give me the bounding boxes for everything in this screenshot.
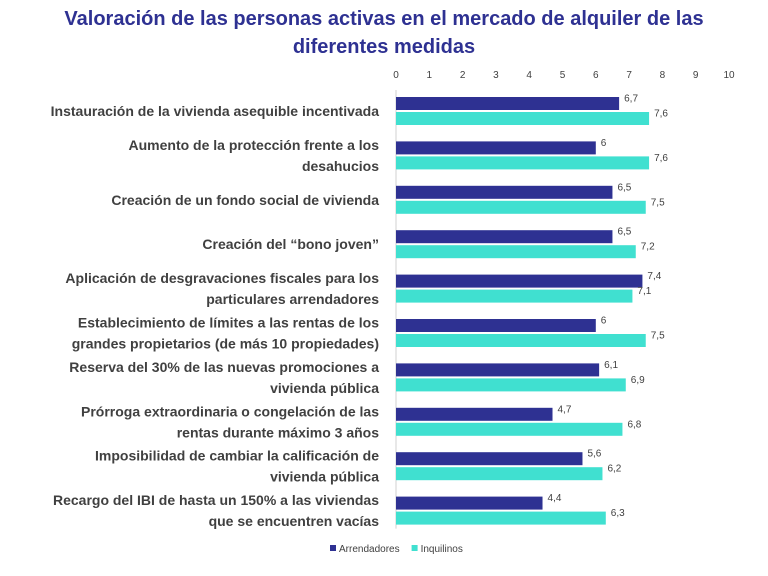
category-label-2-line-2: desahucios: [302, 158, 379, 174]
category-label-6-line-1: Establecimiento de límites a las rentas …: [78, 315, 379, 331]
category-label-5-line-2: particulares arrendadores: [206, 291, 379, 307]
category-labels: Instauración de la vivienda asequible in…: [51, 103, 380, 529]
category-label-2-line-1: Aumento de la protección frente a los: [129, 137, 380, 153]
value-label-arrendadores-2: 6: [601, 138, 607, 149]
category-label-7-line-1: Reserva del 30% de las nuevas promocione…: [69, 359, 379, 375]
bars: [396, 97, 650, 525]
legend-swatch-inquilinos: [411, 545, 418, 551]
x-tick-label-9: 9: [693, 70, 699, 81]
legend: Arrendadores Inquilinos: [330, 544, 463, 555]
category-label-8-line-1: Prórroga extraordinaria o congelación de…: [81, 403, 379, 419]
category-label-3: Creación de un fondo social de vivienda: [111, 192, 379, 208]
bar-inquilinos-10: [396, 511, 606, 525]
value-label-arrendadores-7: 6,1: [604, 360, 618, 371]
bar-inquilinos-8: [396, 422, 623, 436]
category-label-8-line-2: rentas durante máximo 3 años: [177, 424, 380, 440]
x-tick-label-7: 7: [626, 70, 632, 81]
legend-swatch-arrendadores: [330, 545, 336, 551]
bar-inquilinos-4: [396, 245, 636, 259]
value-label-inquilinos-7: 6,9: [631, 375, 645, 386]
category-label-4: Creación del “bono joven”: [202, 236, 379, 252]
category-label-9-line-1: Imposibilidad de cambiar la calificación…: [95, 448, 379, 464]
value-label-arrendadores-9: 5,6: [587, 449, 601, 460]
x-axis-ticks: 0 1 2 3 4 5 6 7 8 9 10: [393, 70, 735, 81]
value-label-arrendadores-10: 4,4: [548, 493, 562, 504]
x-tick-label-4: 4: [526, 70, 532, 81]
chart-title: Valoración de las personas activas en el…: [64, 8, 703, 58]
value-label-arrendadores-3: 6,5: [617, 182, 631, 193]
chart-title-line-2: diferentes medidas: [293, 36, 475, 58]
value-label-arrendadores-8: 4,7: [558, 404, 572, 415]
bar-inquilinos-1: [396, 112, 650, 125]
category-label-10: Recargo del IBI de hasta un 150% a las v…: [53, 492, 379, 529]
value-label-inquilinos-6: 7,5: [651, 331, 665, 342]
bar-arrendadores-6: [396, 319, 596, 332]
category-label-7-line-2: vivienda pública: [270, 380, 379, 396]
bar-arrendadores-2: [396, 141, 596, 155]
value-label-arrendadores-5: 7,4: [647, 271, 661, 282]
category-label-8: Prórroga extraordinaria o congelación de…: [81, 403, 379, 440]
x-tick-label-1: 1: [427, 70, 433, 81]
legend-label-inquilinos: Inquilinos: [421, 544, 463, 555]
bar-arrendadores-5: [396, 274, 643, 288]
category-label-6: Establecimiento de límites a las rentas …: [72, 315, 380, 352]
bar-arrendadores-1: [396, 97, 620, 110]
category-label-9-line-2: vivienda pública: [270, 469, 379, 485]
value-label-inquilinos-5: 7,1: [637, 286, 651, 297]
value-label-inquilinos-10: 6,3: [611, 508, 625, 519]
x-tick-label-8: 8: [660, 70, 666, 81]
category-label-7: Reserva del 30% de las nuevas promocione…: [69, 359, 379, 396]
legend-label-arrendadores: Arrendadores: [339, 544, 400, 555]
category-label-5-line-1: Aplicación de desgravaciones fiscales pa…: [65, 270, 379, 286]
x-tick-label-3: 3: [493, 70, 499, 81]
bar-inquilinos-7: [396, 378, 626, 392]
bar-inquilinos-3: [396, 200, 646, 214]
category-label-10-line-1: Recargo del IBI de hasta un 150% a las v…: [53, 492, 379, 508]
value-label-inquilinos-3: 7,5: [651, 197, 665, 208]
bar-arrendadores-9: [396, 452, 583, 466]
bar-inquilinos-5: [396, 289, 633, 303]
value-label-arrendadores-1: 6,7: [624, 94, 638, 105]
value-label-arrendadores-4: 6,5: [617, 227, 631, 238]
bar-arrendadores-7: [396, 363, 600, 377]
bar-arrendadores-4: [396, 230, 613, 244]
bar-inquilinos-2: [396, 156, 650, 170]
value-label-inquilinos-2: 7,6: [654, 153, 668, 164]
bar-arrendadores-3: [396, 185, 613, 199]
chart-title-line-1: Valoración de las personas activas en el…: [64, 8, 703, 30]
category-label-9: Imposibilidad de cambiar la calificación…: [95, 448, 379, 485]
x-tick-label-2: 2: [460, 70, 466, 81]
value-label-inquilinos-9: 6,2: [607, 464, 621, 475]
value-label-inquilinos-4: 7,2: [641, 242, 655, 253]
x-tick-label-6: 6: [593, 70, 599, 81]
category-label-10-line-2: que se encuentren vacías: [209, 513, 380, 529]
bar-arrendadores-8: [396, 407, 553, 421]
x-tick-label-5: 5: [560, 70, 566, 81]
value-label-inquilinos-8: 6,8: [627, 419, 641, 430]
bar-arrendadores-10: [396, 496, 543, 510]
value-labels: 6,7 7,6 6 7,6 6,5 7,5 6,5 7,2 7,4 7,1 6 7,5 6,1 6,9 4,…: [548, 94, 669, 520]
value-label-arrendadores-6: 6: [601, 316, 607, 327]
x-tick-label-0: 0: [393, 70, 399, 81]
bar-inquilinos-6: [396, 334, 646, 347]
category-label-2: Aumento de la protección frente a los des…: [129, 137, 380, 174]
x-tick-label-10: 10: [723, 70, 735, 81]
category-label-5: Aplicación de desgravaciones fiscales pa…: [65, 270, 379, 307]
category-label-1: Instauración de la vivienda asequible in…: [51, 103, 380, 119]
bar-inquilinos-9: [396, 467, 603, 481]
value-label-inquilinos-1: 7,6: [654, 109, 668, 120]
category-label-6-line-2: grandes propietarios (de más 10 propieda…: [72, 336, 379, 352]
